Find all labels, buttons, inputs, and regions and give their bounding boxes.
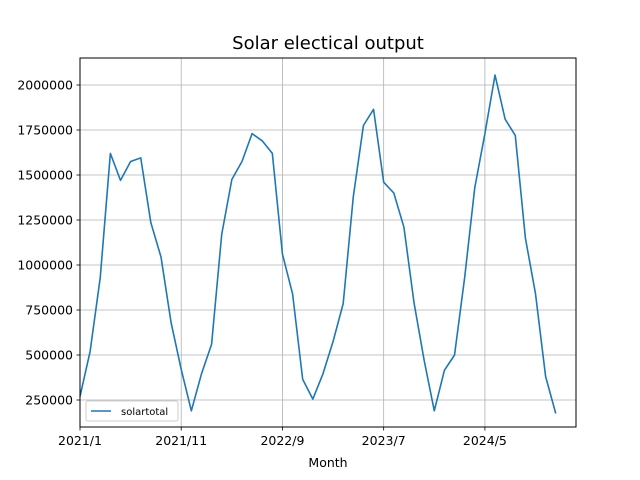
y-tick-label: 1750000 <box>17 123 73 138</box>
y-tick-label: 1500000 <box>17 168 73 183</box>
legend-box <box>85 400 179 422</box>
y-tick-label: 250000 <box>25 393 73 408</box>
legend: solartotal <box>85 400 179 422</box>
y-tick-label: 2000000 <box>17 78 73 93</box>
x-axis-label: Month <box>308 455 347 470</box>
grid <box>79 58 576 427</box>
series-layer <box>79 74 557 414</box>
legend-label-solartotal: solartotal <box>121 407 168 418</box>
plot-frame <box>79 57 577 428</box>
x-axis: 2021/1 2021/11 2022/9 2023/7 2024/5 <box>58 427 507 448</box>
x-tick-label: 2024/5 <box>463 433 507 448</box>
chart-title: Solar electical output <box>232 33 424 54</box>
x-tick-label: 2023/7 <box>362 433 406 448</box>
y-axis: 250000 500000 750000 1000000 1250000 1500000 1… <box>17 78 80 408</box>
x-tick-label: 2022/9 <box>260 433 304 448</box>
x-tick-label: 2021/1 <box>58 433 102 448</box>
y-tick-label: 1250000 <box>17 213 73 228</box>
x-tick-label: 2021/11 <box>155 433 207 448</box>
series-line-solartotal <box>79 74 557 414</box>
y-tick-label: 750000 <box>25 303 73 318</box>
y-tick-label: 1000000 <box>17 258 73 273</box>
y-tick-label: 500000 <box>25 348 73 363</box>
